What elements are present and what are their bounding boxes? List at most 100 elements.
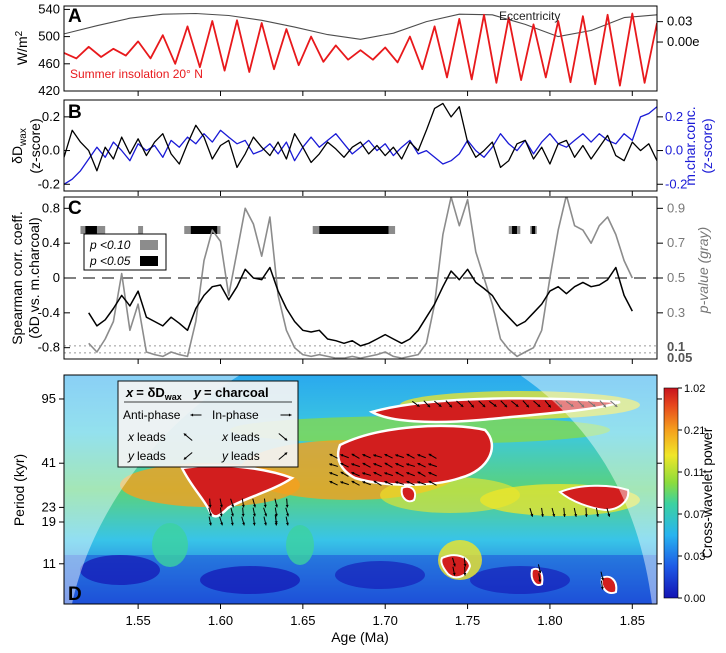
phase-arrow [411, 400, 420, 408]
phase-arrow [500, 400, 508, 408]
phase-arrow [362, 453, 371, 459]
phase-arrow [208, 516, 212, 526]
phase-arrow [285, 498, 289, 508]
panel-d-y-tick-label: 95 [42, 391, 56, 406]
panel-c-ylabel-1: Spearman corr. coeff. [9, 211, 25, 345]
phase-arrow-head [241, 513, 245, 517]
panel-a-right-tick-label: 0.03 [667, 14, 692, 29]
phase-arrow [274, 514, 278, 524]
phase-arrow-head [463, 563, 467, 567]
phase-arrow [373, 471, 382, 477]
phase-arrow [577, 400, 585, 408]
colorbar-tick-label: 0.11 [684, 467, 705, 479]
phase-arrow-head [552, 513, 556, 517]
phase-arrow-head [395, 454, 399, 458]
phase-arrow [538, 573, 542, 583]
phase-arrow [544, 400, 552, 408]
phase-arrow-head [241, 504, 245, 508]
panel-d-ylabel: Period (kyr) [11, 454, 27, 526]
phase-arrow-head [264, 513, 268, 517]
phase-arrow-head [351, 463, 355, 467]
panel-b-ylabel: δDwax [9, 128, 29, 164]
phase-arrow [384, 462, 393, 468]
sig-bar-black [85, 226, 97, 234]
legend-black-label: p <0.05 [89, 254, 131, 268]
panel-c-right-tick-label: 0.7 [667, 235, 685, 250]
panel-c-y-tick-label: 0 [53, 270, 60, 285]
phase-arrow [406, 480, 415, 486]
phase-arrow-head [231, 504, 235, 508]
panel-c-letter: C [68, 198, 82, 219]
legend-arrow-y-leads-left-head [183, 456, 187, 460]
sig-region-6 [400, 485, 416, 503]
phase-arrow [456, 400, 464, 408]
phase-arrow [428, 453, 437, 459]
phase-arrow-head [208, 504, 212, 508]
phase-arrow [606, 507, 611, 517]
colorbar-tick-label: 0.00 [684, 593, 705, 605]
phase-arrow-head [230, 513, 234, 517]
phase-arrow-head [493, 403, 497, 407]
panel-a-y-tick-label: 540 [38, 1, 60, 16]
phase-arrow-head [373, 454, 377, 458]
phase-arrow-head [463, 572, 467, 576]
panel-a-y-tick-label: 420 [38, 83, 60, 98]
phase-arrow [417, 481, 426, 486]
phase-arrow [219, 498, 223, 508]
phase-arrow-head [285, 522, 289, 526]
phase-arrow-head [395, 481, 399, 485]
phase-arrow-head [219, 504, 223, 508]
phase-arrow [351, 480, 360, 486]
phase-arrow [241, 516, 246, 526]
in-phase-label: In-phase [212, 408, 259, 422]
phase-arrow [329, 480, 338, 486]
phase-arrow [428, 480, 437, 486]
panel-b-right-tick-label: 0.0 [665, 143, 683, 158]
phase-arrow [340, 481, 349, 486]
phase-arrow [428, 471, 437, 477]
phase-arrow-head [614, 404, 618, 407]
phase-arrow-head [562, 514, 566, 517]
phase-arrow-head [452, 563, 456, 567]
phase-arrow [395, 462, 404, 468]
phase-arrow-head [329, 463, 333, 467]
phase-arrow-head [574, 513, 578, 517]
phase-arrow-head [547, 404, 551, 408]
phase-arrow-head [538, 570, 542, 574]
phase-arrow [551, 507, 556, 517]
phase-arrow [423, 400, 431, 408]
x-tick-label: 1.70 [373, 613, 398, 628]
phase-arrow [252, 498, 257, 508]
legend-arrow-anti-head [190, 413, 194, 417]
phase-arrow [230, 507, 234, 517]
eccentricity-label: Eccentricity [499, 9, 560, 23]
phase-arrow [610, 400, 618, 408]
phase-arrow-head [416, 403, 420, 407]
legend-arrow-x-leads-left [183, 433, 193, 441]
phase-arrow [373, 463, 382, 468]
phase-arrow [529, 507, 534, 517]
phase-arrow [329, 472, 338, 477]
phase-arrow-head [596, 514, 600, 517]
phase-arrow-head [452, 572, 456, 576]
panel-b: -0.20.00.2 -0.20.00.2 B δDwax (z-score) … [9, 99, 715, 196]
phase-arrow-head [417, 462, 421, 466]
phase-arrow-head [351, 453, 355, 457]
phase-arrow-head [538, 579, 542, 583]
phase-arrow [230, 498, 235, 508]
phase-arrow [434, 400, 442, 408]
phase-arrow-head [286, 513, 290, 517]
phase-arrow-head [340, 454, 344, 457]
phase-arrow-head [362, 481, 366, 484]
legend-gray-swatch [140, 240, 158, 250]
x-tick-label: 1.80 [537, 613, 562, 628]
phase-arrow-head [417, 454, 421, 457]
phase-arrow-head [428, 453, 432, 457]
panel-b-y-tick-label: 0.2 [42, 109, 60, 124]
phase-arrow-head [526, 404, 529, 408]
panel-c-y-tick-label: 0.4 [42, 235, 60, 250]
phase-arrow-head [395, 462, 399, 466]
phase-arrow [263, 507, 268, 517]
